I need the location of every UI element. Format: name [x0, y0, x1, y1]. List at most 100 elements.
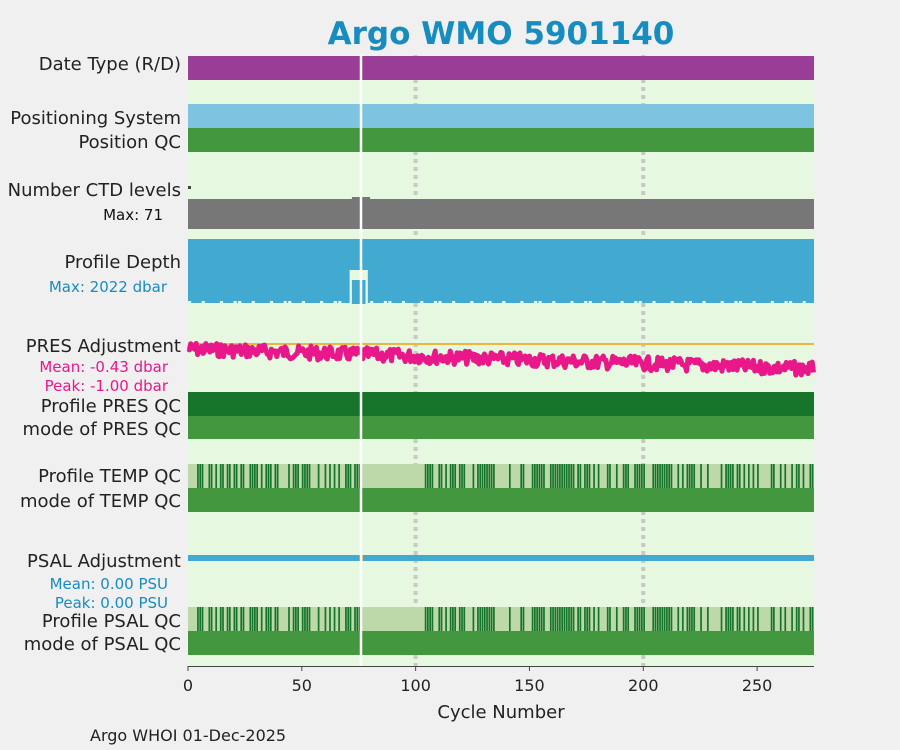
qc-tick-profile-temp-qc: [256, 464, 258, 488]
depth-notch: [638, 301, 642, 303]
qc-tick-profile-psal-qc: [349, 607, 352, 631]
footer-text: Argo WHOI 01-Dec-2025: [90, 726, 286, 745]
qc-tick-profile-temp-qc: [625, 464, 627, 488]
qc-tick-profile-temp-qc: [304, 464, 306, 488]
x-tick-label-150: 150: [514, 676, 545, 695]
depth-notch: [452, 301, 456, 303]
depth-gap-spike: [351, 280, 366, 304]
qc-tick-profile-temp-qc: [636, 464, 639, 488]
chart-title: Argo WMO 5901140: [328, 16, 675, 52]
qc-tick-profile-psal-qc: [449, 607, 452, 631]
depth-notch: [338, 301, 342, 303]
qc-tick-profile-temp-qc: [449, 464, 452, 488]
bar-positioning: [188, 104, 814, 128]
depth-notch: [502, 301, 506, 303]
qc-tick-profile-temp-qc: [652, 464, 655, 488]
qc-tick-profile-psal-qc: [563, 607, 566, 631]
depth-notch: [483, 301, 488, 303]
depth-notch: [802, 301, 806, 303]
qc-tick-profile-psal-qc: [688, 607, 691, 631]
qc-tick-profile-psal-qc: [493, 607, 495, 631]
qc-tick-profile-temp-qc: [770, 464, 773, 488]
qc-tick-profile-psal-qc: [242, 607, 245, 631]
depth-notch: [538, 301, 542, 303]
qc-tick-profile-temp-qc: [306, 464, 309, 488]
qc-tick-profile-psal-qc: [677, 607, 680, 631]
qc-tick-profile-temp-qc: [543, 464, 545, 488]
depth-notch: [238, 301, 242, 303]
qc-tick-profile-temp-qc: [795, 464, 798, 488]
qc-tick-profile-psal-qc: [308, 607, 311, 631]
qc-tick-profile-psal-qc: [333, 607, 336, 631]
qc-tick-profile-temp-qc: [338, 464, 340, 488]
qc-tick-profile-temp-qc: [549, 464, 552, 488]
qc-tick-profile-psal-qc: [811, 607, 814, 631]
qc-tick-profile-psal-qc: [486, 607, 488, 631]
depth-notch: [188, 301, 192, 303]
qc-tick-profile-psal-qc: [256, 607, 258, 631]
bar-profile-psal-qc-bg: [188, 607, 814, 631]
qc-tick-profile-psal-qc: [666, 607, 668, 631]
qc-tick-profile-psal-qc: [681, 607, 684, 631]
depth-notch: [588, 301, 592, 303]
qc-tick-profile-temp-qc: [586, 464, 589, 488]
qc-tick-profile-psal-qc: [347, 607, 350, 631]
qc-tick-profile-psal-qc: [561, 607, 564, 631]
qc-tick-profile-psal-qc: [479, 607, 482, 631]
qc-tick-profile-temp-qc: [233, 464, 236, 488]
qc-tick-profile-psal-qc: [727, 607, 730, 631]
qc-tick-profile-temp-qc: [479, 464, 482, 488]
ctd-marker: [188, 186, 191, 189]
qc-tick-profile-temp-qc: [431, 464, 434, 488]
row-label-mode-pres-qc: mode of PRES QC: [23, 419, 181, 440]
qc-tick-profile-temp-qc: [235, 464, 238, 488]
qc-tick-profile-psal-qc: [294, 607, 297, 631]
qc-tick-profile-temp-qc: [251, 464, 254, 488]
qc-tick-profile-psal-qc: [540, 607, 543, 631]
qc-tick-profile-psal-qc: [670, 607, 673, 631]
qc-tick-profile-temp-qc: [638, 464, 641, 488]
qc-tick-profile-temp-qc: [276, 464, 279, 488]
qc-tick-profile-psal-qc: [686, 607, 689, 631]
qc-tick-profile-psal-qc: [622, 607, 625, 631]
qc-tick-profile-temp-qc: [688, 464, 691, 488]
qc-tick-profile-psal-qc: [773, 607, 775, 631]
qc-tick-profile-psal-qc: [572, 607, 575, 631]
depth-notch: [420, 301, 424, 303]
depth-notch: [383, 301, 387, 303]
qc-tick-profile-temp-qc: [483, 464, 486, 488]
depth-notch: [784, 301, 788, 303]
qc-tick-profile-temp-qc: [201, 464, 204, 488]
x-tick-label-200: 200: [628, 676, 659, 695]
qc-tick-profile-psal-qc: [222, 607, 224, 631]
depth-notch: [301, 301, 306, 303]
qc-tick-profile-psal-qc: [304, 607, 306, 631]
pres-adjustment-line: [186, 340, 816, 378]
qc-tick-profile-temp-qc: [242, 464, 245, 488]
qc-tick-profile-psal-qc: [720, 607, 723, 631]
row-label-pres-adjustment: PRES Adjustment: [26, 336, 181, 357]
qc-tick-profile-temp-qc: [438, 464, 441, 488]
depth-notch: [401, 301, 406, 303]
qc-tick-profile-temp-qc: [606, 464, 609, 488]
qc-tick-profile-temp-qc: [531, 464, 534, 488]
row-label-profile-psal-qc: Profile PSAL QC: [42, 611, 181, 632]
depth-notch: [388, 301, 392, 303]
qc-tick-profile-temp-qc: [333, 464, 336, 488]
qc-tick-profile-psal-qc: [652, 607, 655, 631]
psal-adjustment-line: [188, 555, 814, 561]
qc-tick-profile-temp-qc: [228, 464, 231, 488]
qc-tick-profile-psal-qc: [757, 607, 759, 631]
qc-tick-profile-psal-qc: [251, 607, 254, 631]
annotation-pres-peak: Peak: -1.00 dbar: [45, 377, 169, 395]
qc-tick-profile-temp-qc: [798, 464, 800, 488]
bar-mode-temp-qc: [188, 488, 814, 512]
qc-tick-profile-temp-qc: [752, 464, 755, 488]
qc-tick-profile-psal-qc: [345, 607, 347, 631]
qc-tick-profile-temp-qc: [654, 464, 657, 488]
qc-tick-profile-temp-qc: [522, 464, 525, 488]
qc-tick-profile-psal-qc: [240, 607, 243, 631]
qc-tick-profile-temp-qc: [643, 464, 645, 488]
qc-tick-profile-psal-qc: [292, 607, 295, 631]
qc-tick-profile-temp-qc: [274, 464, 277, 488]
